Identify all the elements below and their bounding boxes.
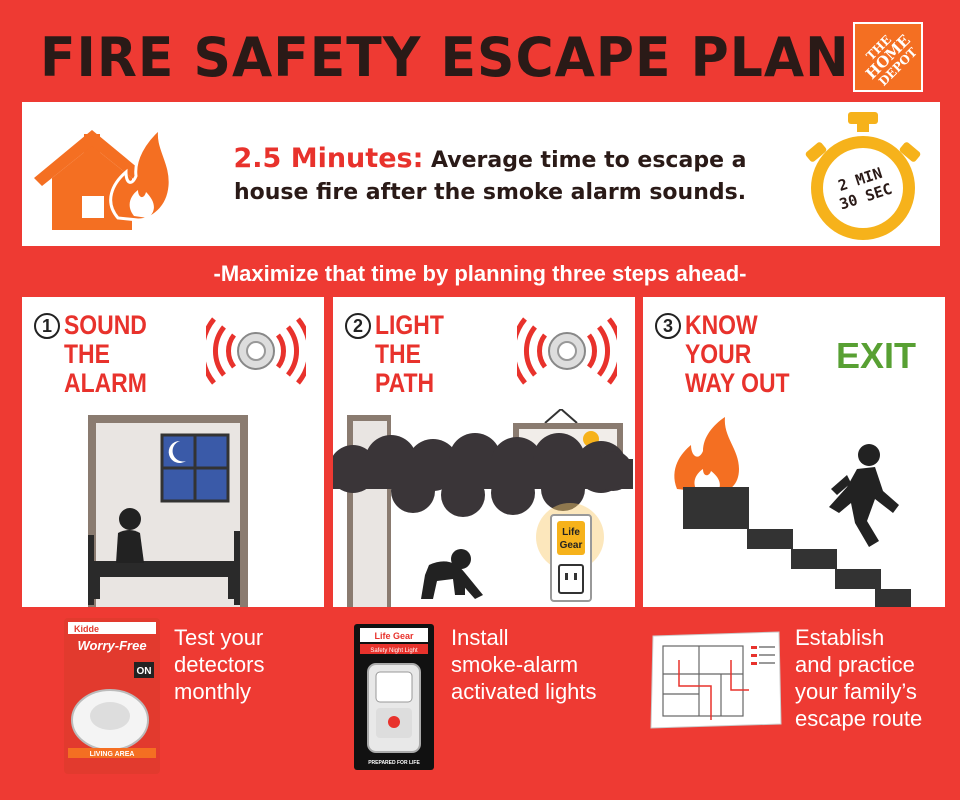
subheading: -Maximize that time by planning three st… <box>213 261 747 286</box>
step-number: 1 <box>34 313 60 339</box>
escape-route-floor-plan <box>650 631 782 729</box>
product-name-text: Safety Night Light <box>370 648 418 654</box>
night-light-label-1: Life <box>562 527 580 538</box>
bedroom-scene <box>88 415 248 607</box>
step-number: 3 <box>655 313 681 339</box>
home-depot-logo: THE HOME DEPOT <box>853 22 923 92</box>
smoky-hallway-scene: Life Gear <box>333 409 633 607</box>
product-brand-text: Kidde <box>74 624 99 634</box>
product-footer-text: LIVING AREA <box>90 751 135 758</box>
step-title: KNOW YOUR WAY OUT <box>685 310 790 398</box>
step-caption: Install smoke-alarm activated lights <box>451 625 597 704</box>
night-light-product: Life Gear Safety Night Light PREPARED FO… <box>354 624 434 770</box>
smoke-alarm-sounding-icon <box>206 317 306 385</box>
step-title: LIGHT THE PATH <box>375 310 444 398</box>
step-panel-light-path: 2 LIGHT THE PATH Life Gear <box>333 297 635 607</box>
step-panel-know-way-out: 3 KNOW YOUR WAY OUT EXIT <box>643 297 945 607</box>
smoke-alarm-sounding-icon <box>517 317 617 385</box>
stopwatch-icon: 2 MIN 30 SEC <box>805 112 921 240</box>
stairs-escape-scene <box>674 417 911 607</box>
step-panel-sound-alarm: 1 SOUND THE ALARM <box>22 297 324 607</box>
page-title: FIRE SAFETY ESCAPE PLAN <box>40 26 850 90</box>
product-brand-text: Life Gear <box>374 631 414 641</box>
product-badge-text: ON <box>137 666 152 677</box>
product-footer-text: PREPARED FOR LIFE <box>368 760 420 766</box>
step-number: 2 <box>345 313 371 339</box>
house-fire-icon <box>34 123 172 230</box>
night-light-label-2: Gear <box>560 540 583 551</box>
escape-time-text: 2.5 Minutes: Average time to escape a ho… <box>233 143 747 205</box>
escape-time-banner: 2.5 Minutes: Average time to escape a ho… <box>22 102 940 246</box>
step-caption: Test your detectors monthly <box>174 625 265 704</box>
product-name-text: Worry-Free <box>77 638 146 653</box>
step-title: SOUND THE ALARM <box>64 310 147 398</box>
step-caption: Establish and practice your family’s esc… <box>795 625 923 731</box>
exit-sign: EXIT <box>836 335 917 376</box>
smoke-detector-product: Kidde Worry-Free ON LIVING AREA <box>64 618 160 774</box>
